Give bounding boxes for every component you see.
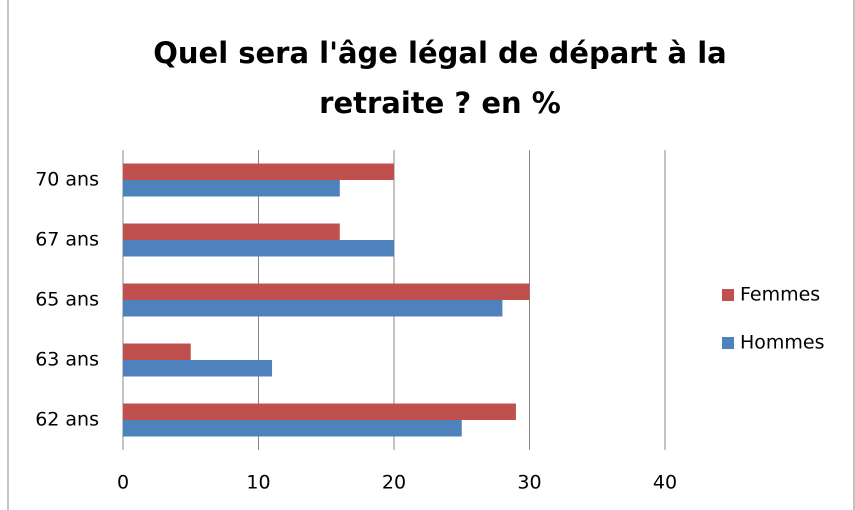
bar xyxy=(123,180,340,197)
legend-label: Femmes xyxy=(740,284,820,306)
legend-swatch xyxy=(722,337,734,349)
x-tick-label: 30 xyxy=(517,472,541,494)
bar xyxy=(123,163,394,180)
bar xyxy=(123,343,191,360)
bar xyxy=(123,300,503,317)
y-tick-label: 63 ans xyxy=(35,349,99,371)
y-tick-label: 65 ans xyxy=(35,289,99,311)
y-tick-label: 70 ans xyxy=(35,169,99,191)
bar xyxy=(123,420,462,437)
x-tick-label: 10 xyxy=(246,472,270,494)
x-tick-label: 40 xyxy=(653,472,677,494)
y-tick-label: 67 ans xyxy=(35,229,99,251)
chart-frame xyxy=(7,0,855,510)
bar xyxy=(123,283,530,300)
x-tick-label: 20 xyxy=(382,472,406,494)
bar xyxy=(123,360,273,377)
legend-label: Hommes xyxy=(740,332,825,354)
chart-title: Quel sera l'âge légal de départ à la ret… xyxy=(153,36,727,120)
y-tick-label: 62 ans xyxy=(35,409,99,431)
bar xyxy=(123,223,340,240)
bar xyxy=(123,240,394,257)
x-tick-label: 0 xyxy=(117,472,129,494)
legend-swatch xyxy=(722,289,734,301)
bar xyxy=(123,403,516,420)
